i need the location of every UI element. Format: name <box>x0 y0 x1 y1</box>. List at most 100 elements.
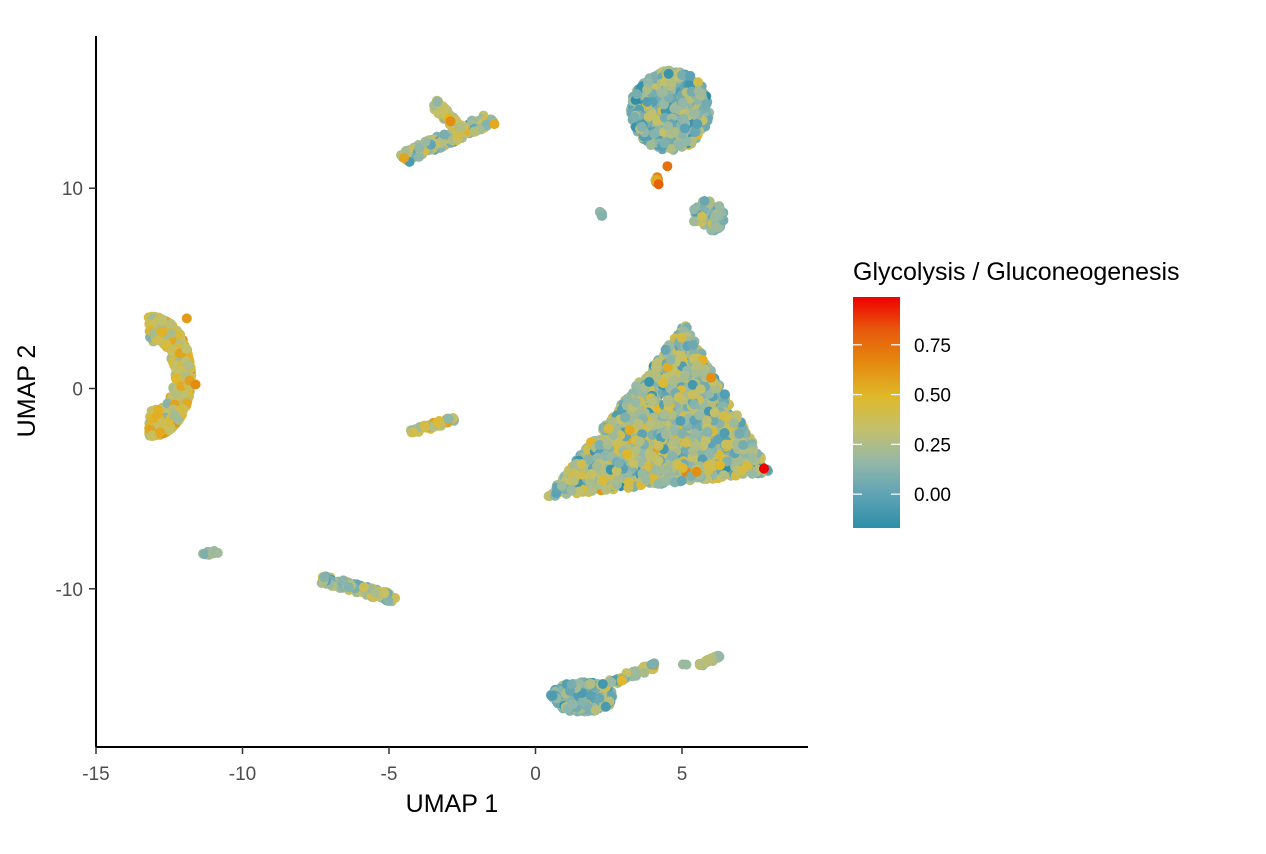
scatter-point <box>199 548 210 559</box>
legend-tick-label: 0.25 <box>914 435 951 456</box>
scatter-point <box>469 126 480 137</box>
scatter-point <box>633 418 644 429</box>
x-tick-label: -5 <box>381 764 398 785</box>
x-tick-label: 5 <box>677 764 688 785</box>
scatter-point <box>709 212 720 223</box>
scatter-point <box>338 575 349 586</box>
scatter-point <box>690 127 701 138</box>
scatter-point <box>210 547 221 558</box>
scatter-point <box>696 211 707 222</box>
scatter-point <box>585 478 596 489</box>
scatter-point <box>677 70 688 81</box>
scatter-point <box>597 679 608 689</box>
scatter-point <box>622 449 633 459</box>
scatter-point <box>432 417 443 428</box>
scatter-point <box>358 582 369 593</box>
scatter-point <box>653 179 664 190</box>
scatter-point <box>489 119 500 130</box>
scatter-point <box>600 701 611 712</box>
color-legend: Glycolysis / Gluconeogenesis 0.750.500.2… <box>853 258 1180 528</box>
scatter-point <box>653 420 664 431</box>
scatter-point <box>693 86 704 97</box>
scatter-point <box>343 582 354 593</box>
scatter-point <box>445 116 456 127</box>
scatter-point <box>644 377 655 387</box>
scatter-point <box>719 428 730 438</box>
scatter-point <box>667 451 678 462</box>
scatter-point <box>718 470 729 481</box>
scatter-point <box>747 453 758 464</box>
scatter-point <box>659 409 670 420</box>
scatter-point <box>606 677 617 688</box>
scatter-point <box>665 354 676 365</box>
scatter-point <box>190 379 201 390</box>
scatter-point <box>568 699 578 710</box>
scatter-point <box>663 68 674 79</box>
scatter-point <box>646 140 656 151</box>
scatter-point <box>598 475 609 486</box>
scatter-point <box>623 477 634 487</box>
y-axis-ticks: 100-10 <box>56 179 96 601</box>
scatter-point <box>674 140 685 151</box>
scatter-point <box>319 572 330 583</box>
scatter-point <box>692 119 703 129</box>
scatter-point <box>620 412 631 423</box>
scatter-point <box>659 99 669 110</box>
scatter-point <box>631 89 642 100</box>
scatter-point <box>454 122 465 133</box>
scatter-point <box>163 417 174 428</box>
scatter-point <box>443 413 454 424</box>
scatter-point <box>568 476 579 486</box>
scatter-point <box>692 360 703 371</box>
scatter-point <box>371 588 382 599</box>
scatter-point <box>653 440 664 451</box>
scatter-point <box>183 360 194 371</box>
scatter-point <box>669 103 680 114</box>
scatter-point <box>702 427 713 437</box>
scatter-point <box>704 448 715 458</box>
scatter-point <box>669 127 680 138</box>
scatter-point <box>708 415 719 426</box>
scatter-point <box>574 486 584 497</box>
scatter-point <box>689 108 700 119</box>
scatter-point <box>586 469 597 479</box>
scatter-point <box>379 588 390 599</box>
scatter-point <box>669 436 680 447</box>
scatter-point <box>639 667 650 678</box>
scatter-point <box>154 334 165 345</box>
legend-tick-label: 0.50 <box>914 386 951 407</box>
scatter-point <box>420 422 431 433</box>
scatter-point <box>673 392 684 403</box>
scatter-point <box>662 161 673 172</box>
scatter-point <box>577 696 588 707</box>
y-tick-label: -10 <box>56 580 83 601</box>
scatter-point <box>566 485 577 496</box>
scatter-point <box>691 466 702 477</box>
scatter-point <box>651 362 662 373</box>
scatter-point <box>576 459 587 470</box>
scatter-point <box>653 478 664 489</box>
legend-tick-label: 0.75 <box>914 336 951 357</box>
scatter-point <box>659 464 670 475</box>
scatter-point <box>585 690 596 701</box>
scatter-point <box>181 313 192 324</box>
scatter-point <box>547 690 558 701</box>
scatter-point <box>666 77 677 87</box>
scatter-point <box>594 439 605 450</box>
scatter-point <box>714 651 725 662</box>
scatter-point <box>690 428 701 439</box>
scatter-point <box>681 659 692 670</box>
scatter-point <box>161 339 172 350</box>
scatter-point <box>420 136 431 147</box>
scatter-point <box>679 123 690 134</box>
scatter-point <box>630 397 641 408</box>
scatter-points-layer <box>143 65 773 717</box>
scatter-point <box>662 362 673 373</box>
scatter-point <box>640 474 651 485</box>
scatter-point <box>694 410 705 421</box>
scatter-point <box>166 328 176 339</box>
scatter-point <box>587 485 598 496</box>
legend-ticks: 0.750.500.250.00 <box>853 336 951 506</box>
scatter-point <box>675 416 686 426</box>
scatter-point <box>660 429 671 440</box>
